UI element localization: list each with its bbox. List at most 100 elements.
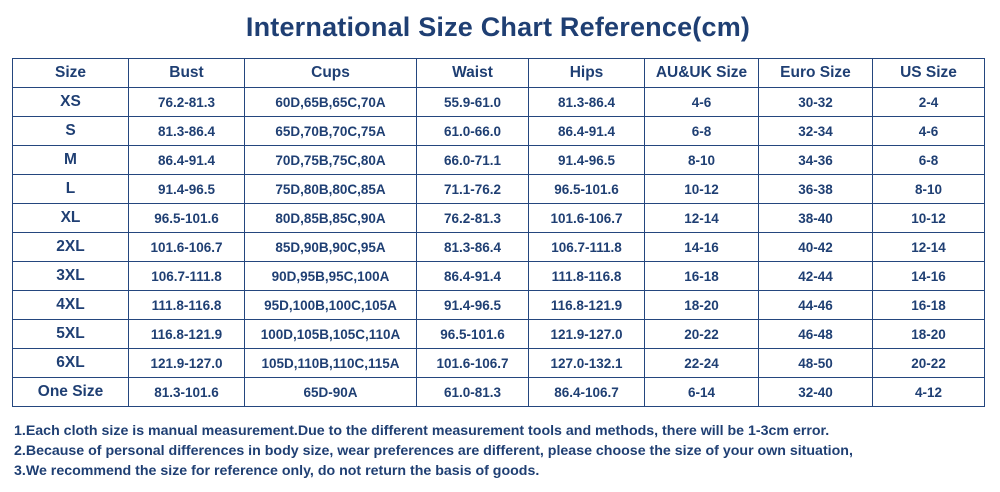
us-cell: 20-22 xyxy=(872,348,985,378)
size-cell: XS xyxy=(12,87,129,117)
cups-cell: 70D,75B,75C,80A xyxy=(244,145,417,175)
cups-cell: 100D,105B,105C,110A xyxy=(244,319,417,349)
hips-cell: 86.4-106.7 xyxy=(528,377,645,407)
waist-cell: 101.6-106.7 xyxy=(416,348,529,378)
table-row: 3XL 106.7-111.8 90D,95B,95C,100A 86.4-91… xyxy=(12,261,985,291)
bust-cell: 101.6-106.7 xyxy=(128,232,245,262)
waist-cell: 66.0-71.1 xyxy=(416,145,529,175)
us-cell: 8-10 xyxy=(872,174,985,204)
size-cell: M xyxy=(12,145,129,175)
size-cell: 2XL xyxy=(12,232,129,262)
us-cell: 2-4 xyxy=(872,87,985,117)
bust-cell: 81.3-86.4 xyxy=(128,116,245,146)
header-waist: Waist xyxy=(416,58,529,88)
size-cell: S xyxy=(12,116,129,146)
table-row: XS 76.2-81.3 60D,65B,65C,70A 55.9-61.0 8… xyxy=(12,87,985,117)
cups-cell: 105D,110B,110C,115A xyxy=(244,348,417,378)
waist-cell: 86.4-91.4 xyxy=(416,261,529,291)
header-au-uk-size: AU&UK Size xyxy=(644,58,759,88)
au-uk-cell: 6-8 xyxy=(644,116,759,146)
size-cell: L xyxy=(12,174,129,204)
hips-cell: 106.7-111.8 xyxy=(528,232,645,262)
table-row: 4XL 111.8-116.8 95D,100B,100C,105A 91.4-… xyxy=(12,290,985,320)
au-uk-cell: 14-16 xyxy=(644,232,759,262)
euro-cell: 42-44 xyxy=(758,261,873,291)
bust-cell: 121.9-127.0 xyxy=(128,348,245,378)
us-cell: 16-18 xyxy=(872,290,985,320)
header-us-size: US Size xyxy=(872,58,985,88)
table-row: S 81.3-86.4 65D,70B,70C,75A 61.0-66.0 86… xyxy=(12,116,985,146)
waist-cell: 96.5-101.6 xyxy=(416,319,529,349)
hips-cell: 81.3-86.4 xyxy=(528,87,645,117)
hips-cell: 111.8-116.8 xyxy=(528,261,645,291)
size-cell: XL xyxy=(12,203,129,233)
au-uk-cell: 22-24 xyxy=(644,348,759,378)
waist-cell: 61.0-66.0 xyxy=(416,116,529,146)
bust-cell: 111.8-116.8 xyxy=(128,290,245,320)
us-cell: 10-12 xyxy=(872,203,985,233)
table-row: 2XL 101.6-106.7 85D,90B,90C,95A 81.3-86.… xyxy=(12,232,985,262)
au-uk-cell: 10-12 xyxy=(644,174,759,204)
euro-cell: 44-46 xyxy=(758,290,873,320)
au-uk-cell: 6-14 xyxy=(644,377,759,407)
cups-cell: 95D,100B,100C,105A xyxy=(244,290,417,320)
us-cell: 18-20 xyxy=(872,319,985,349)
bust-cell: 91.4-96.5 xyxy=(128,174,245,204)
table-row: 5XL 116.8-121.9 100D,105B,105C,110A 96.5… xyxy=(12,319,985,349)
bust-cell: 76.2-81.3 xyxy=(128,87,245,117)
waist-cell: 81.3-86.4 xyxy=(416,232,529,262)
bust-cell: 86.4-91.4 xyxy=(128,145,245,175)
au-uk-cell: 4-6 xyxy=(644,87,759,117)
waist-cell: 76.2-81.3 xyxy=(416,203,529,233)
size-cell: 3XL xyxy=(12,261,129,291)
cups-cell: 60D,65B,65C,70A xyxy=(244,87,417,117)
au-uk-cell: 8-10 xyxy=(644,145,759,175)
us-cell: 4-6 xyxy=(872,116,985,146)
header-bust: Bust xyxy=(128,58,245,88)
note-reference-only: 3.We recommend the size for reference on… xyxy=(14,463,540,479)
us-cell: 14-16 xyxy=(872,261,985,291)
size-cell: 4XL xyxy=(12,290,129,320)
euro-cell: 32-34 xyxy=(758,116,873,146)
hips-cell: 121.9-127.0 xyxy=(528,319,645,349)
note-measurement-error: 1.Each cloth size is manual measurement.… xyxy=(14,423,830,439)
au-uk-cell: 12-14 xyxy=(644,203,759,233)
waist-cell: 55.9-61.0 xyxy=(416,87,529,117)
waist-cell: 71.1-76.2 xyxy=(416,174,529,204)
hips-cell: 96.5-101.6 xyxy=(528,174,645,204)
waist-cell: 91.4-96.5 xyxy=(416,290,529,320)
table-row: One Size 81.3-101.6 65D-90A 61.0-81.3 86… xyxy=(12,377,985,407)
table-row: M 86.4-91.4 70D,75B,75C,80A 66.0-71.1 91… xyxy=(12,145,985,175)
size-chart-table: Size Bust Cups Waist Hips AU&UK Size Eur… xyxy=(12,58,985,407)
table-row: XL 96.5-101.6 80D,85B,85C,90A 76.2-81.3 … xyxy=(12,203,985,233)
page-title: International Size Chart Reference(cm) xyxy=(245,12,751,42)
euro-cell: 32-40 xyxy=(758,377,873,407)
cups-cell: 90D,95B,95C,100A xyxy=(244,261,417,291)
hips-cell: 91.4-96.5 xyxy=(528,145,645,175)
waist-cell: 61.0-81.3 xyxy=(416,377,529,407)
euro-cell: 36-38 xyxy=(758,174,873,204)
euro-cell: 48-50 xyxy=(758,348,873,378)
bust-cell: 106.7-111.8 xyxy=(128,261,245,291)
us-cell: 4-12 xyxy=(872,377,985,407)
cups-cell: 85D,90B,90C,95A xyxy=(244,232,417,262)
size-cell: 6XL xyxy=(12,348,129,378)
notes-section: 1.Each cloth size is manual measurement.… xyxy=(14,421,994,481)
size-cell: 5XL xyxy=(12,319,129,349)
table-row: 6XL 121.9-127.0 105D,110B,110C,115A 101.… xyxy=(12,348,985,378)
table-header-row: Size Bust Cups Waist Hips AU&UK Size Eur… xyxy=(12,58,985,88)
header-hips: Hips xyxy=(528,58,645,88)
euro-cell: 34-36 xyxy=(758,145,873,175)
euro-cell: 46-48 xyxy=(758,319,873,349)
euro-cell: 40-42 xyxy=(758,232,873,262)
header-cups: Cups xyxy=(244,58,417,88)
euro-cell: 30-32 xyxy=(758,87,873,117)
hips-cell: 127.0-132.1 xyxy=(528,348,645,378)
bust-cell: 96.5-101.6 xyxy=(128,203,245,233)
cups-cell: 75D,80B,80C,85A xyxy=(244,174,417,204)
cups-cell: 65D,70B,70C,75A xyxy=(244,116,417,146)
euro-cell: 38-40 xyxy=(758,203,873,233)
bust-cell: 81.3-101.6 xyxy=(128,377,245,407)
cups-cell: 80D,85B,85C,90A xyxy=(244,203,417,233)
cups-cell: 65D-90A xyxy=(244,377,417,407)
